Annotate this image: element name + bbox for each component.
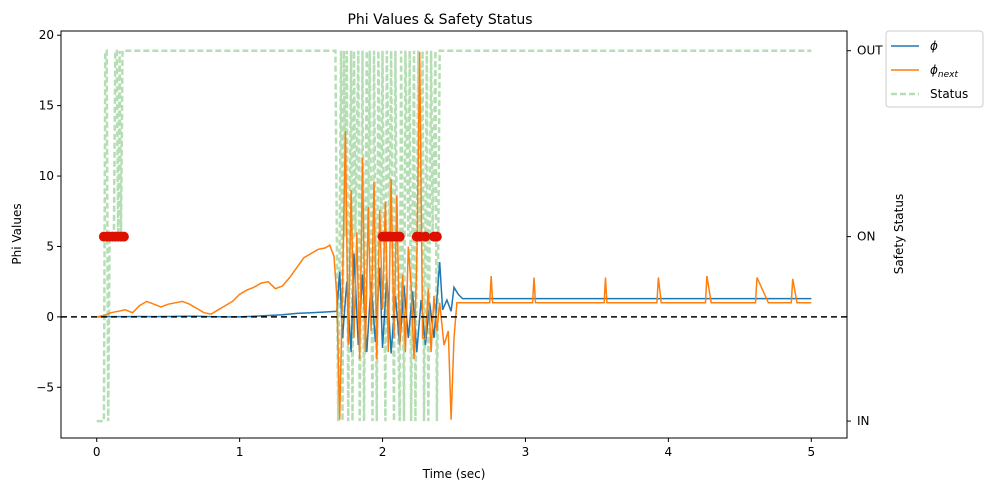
legend-box — [885, 30, 984, 108]
legend-label-status: Status — [930, 87, 968, 101]
x-tick-label: 2 — [379, 445, 387, 459]
y-tick-label: 20 — [39, 28, 54, 42]
legend-label-phi-next: ϕnext — [930, 63, 958, 80]
plot-frame — [60, 30, 848, 439]
series-line-status — [96, 49, 812, 423]
y-tick-label: 0 — [46, 310, 54, 324]
series-line-phi-next — [96, 52, 812, 420]
x-tick-label: 4 — [665, 445, 673, 459]
y2-tick-label: IN — [857, 414, 870, 428]
y-axis-label: Phi Values — [10, 203, 24, 264]
on-boundary-marker — [394, 231, 405, 242]
y2-tick-label: ON — [857, 230, 875, 244]
chart-title: Phi Values & Safety Status — [347, 12, 532, 28]
x-tick-label: 1 — [236, 445, 244, 459]
legend-label-phi-next-sub: next — [938, 70, 959, 80]
x-tick-label: 5 — [807, 445, 815, 459]
on-boundary-marker — [118, 231, 129, 242]
legend-label-phi-next-main: ϕ — [930, 63, 938, 77]
plot-area — [61, 49, 847, 423]
chart-legend: ϕ ϕnext Status — [885, 30, 984, 108]
y-tick-label: 5 — [46, 239, 54, 253]
y-tick-label: −5 — [36, 380, 54, 394]
on-boundary-marker — [431, 231, 442, 242]
legend-label-phi: ϕ — [930, 39, 938, 53]
x-axis-label: Time (sec) — [422, 467, 486, 481]
on-boundary-marker — [420, 231, 431, 242]
y-tick-label: 10 — [39, 169, 54, 183]
y2-axis-label: Safety Status — [892, 194, 906, 274]
x-tick-label: 0 — [93, 445, 101, 459]
x-tick-label: 3 — [522, 445, 530, 459]
axes: 0 1 2 3 4 5 −5 0 5 10 15 20 IN ON OUT — [36, 28, 883, 459]
y-tick-label: 15 — [39, 99, 54, 113]
y2-tick-label: OUT — [857, 44, 883, 58]
